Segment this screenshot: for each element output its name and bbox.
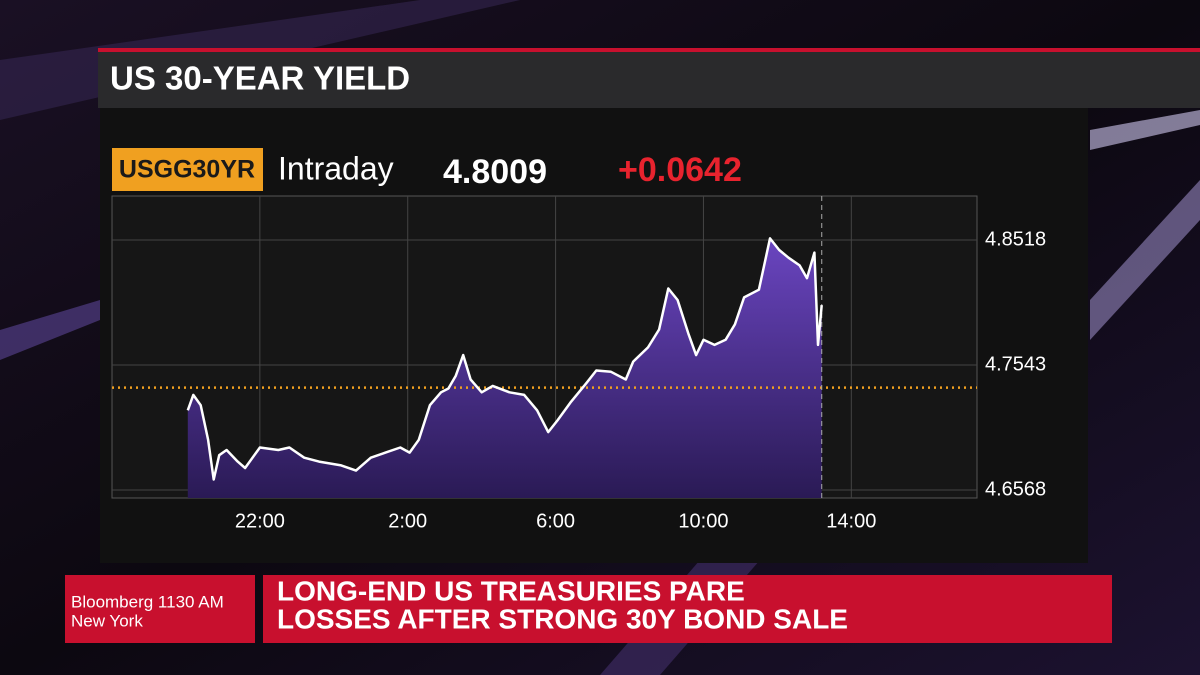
location: New York: [71, 611, 143, 630]
source-box: [65, 575, 255, 643]
last-value: 4.8009: [443, 153, 547, 191]
light-streak: [0, 300, 100, 360]
light-streak: [1090, 180, 1200, 340]
x-tick-label: 6:00: [536, 510, 575, 532]
y-tick-label: 4.8518: [985, 228, 1046, 250]
line: [186, 237, 823, 481]
ticker: USGG30YR: [119, 156, 255, 184]
area: [187, 238, 822, 498]
header-bar: [98, 52, 1200, 108]
period-label: Intraday: [278, 150, 394, 186]
light-streak: [1090, 110, 1200, 150]
y-tick-label: 4.7543: [985, 353, 1046, 375]
plot: 22:00 2:00 6:00 10:00 14:00 4.6568 4.7543 4.851…: [112, 196, 1046, 532]
y-tick-label: 4.6568: [985, 478, 1046, 500]
header-accent: [98, 48, 1200, 52]
x-tick-label: 2:00: [388, 510, 427, 532]
x-tick-label: 10:00: [678, 510, 728, 532]
chart-title: US 30-YEAR YIELD: [110, 60, 410, 97]
source: Bloomberg 1130 AM: [71, 592, 224, 611]
ticker-badge: [112, 148, 263, 191]
headline-box: [263, 575, 1112, 643]
x-tick-label: 14:00: [826, 510, 876, 532]
headline-line: LONG-END US TREASURIES PARE: [277, 575, 745, 606]
x-tick-label: 22:00: [235, 510, 285, 532]
change: +0.0642: [618, 151, 742, 189]
headline-line: LOSSES AFTER STRONG 30Y BOND SALE: [277, 603, 848, 634]
